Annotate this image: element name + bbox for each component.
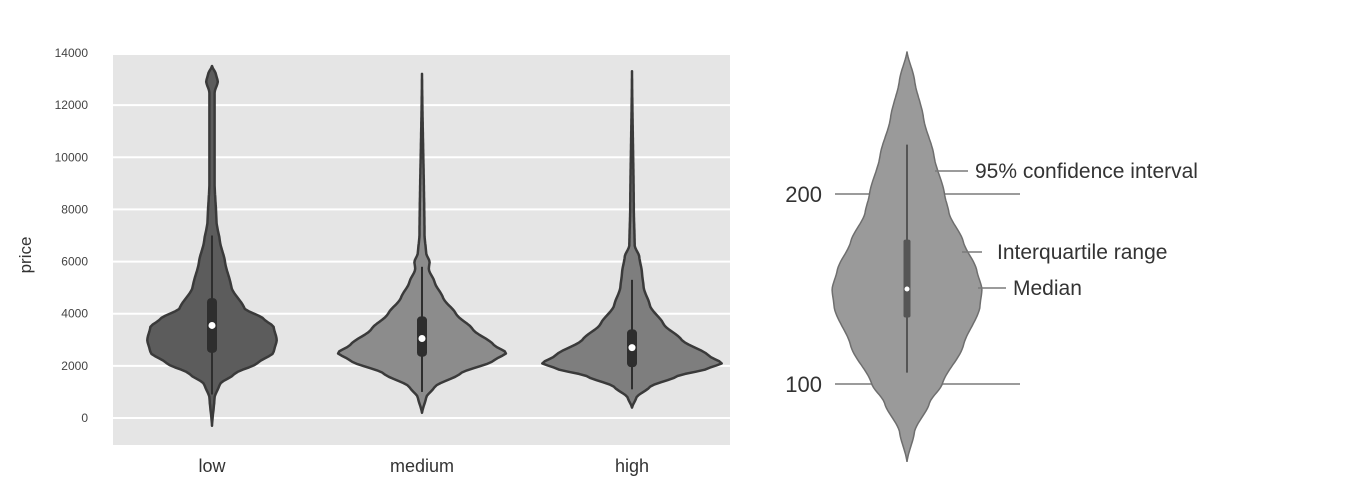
price-violin-chart: 0 2000 4000 6000 8000 10000 12000 14000 price l… <box>16 46 730 476</box>
y-tick-label: 0 <box>81 411 88 425</box>
annotation-median: Median <box>1013 277 1082 300</box>
x-tick-label: high <box>615 456 649 476</box>
median-dot <box>904 286 910 292</box>
y-tick-label: 14000 <box>55 46 89 60</box>
y-tick-label: 2000 <box>61 359 88 373</box>
x-tick-label: low <box>198 456 226 476</box>
violin-body <box>336 72 508 415</box>
y-tick-label: 12000 <box>55 98 89 112</box>
violin-body <box>541 70 723 409</box>
y-tick-label: 6000 <box>61 255 88 269</box>
median-dot <box>628 344 636 352</box>
y-tick-label: 4000 <box>61 307 88 321</box>
y-tick-label: 100 <box>785 372 822 397</box>
x-tick-label: medium <box>390 456 454 476</box>
violin-medium <box>336 72 508 415</box>
annotation-iqr: Interquartile range <box>997 241 1167 264</box>
violin-anatomy-diagram: 100 200 95% confidence interval Interquarti… <box>785 51 1198 463</box>
violin-low <box>146 64 278 428</box>
violin-high <box>541 70 723 409</box>
iqr-box <box>903 239 911 318</box>
annotation-ci: 95% confidence interval <box>975 160 1198 183</box>
y-tick-label: 8000 <box>61 202 88 216</box>
median-dot <box>208 321 216 329</box>
median-dot <box>418 334 426 342</box>
y-axis-label: price <box>16 237 35 274</box>
y-tick-label: 10000 <box>55 150 89 164</box>
y-tick-label: 200 <box>785 182 822 207</box>
